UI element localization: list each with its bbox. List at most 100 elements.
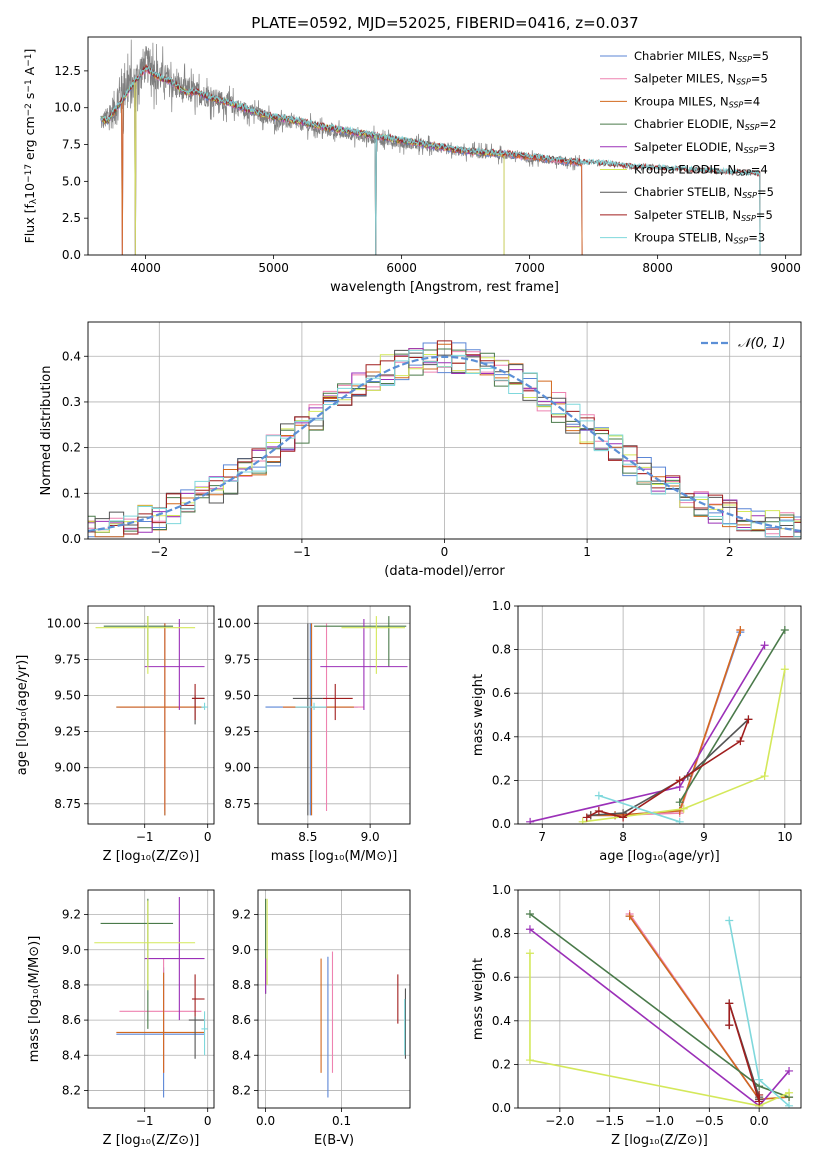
x-tick-label: 7000 (514, 261, 545, 275)
legend-nssp: 4 (753, 94, 760, 108)
axes-weight-vs-z: −2.0 −1.5 −1.0 −0.5 0.0 0.0 0.2 0.4 0.6 0.8 1.0 (492, 883, 801, 1128)
y-tick-label: 0.0 (62, 248, 81, 262)
y-axis-label: mass weight (471, 674, 486, 756)
data-point-marker (619, 813, 628, 822)
weight-line (590, 718, 749, 817)
data-point-marker (525, 949, 534, 958)
y-tick-label: 9.2 (232, 908, 251, 922)
legend-name: Kroupa MILES (634, 94, 713, 108)
x-tick-label: −1 (293, 545, 311, 559)
data-point-marker (675, 806, 684, 815)
y-tick-label: 8.75 (54, 797, 81, 811)
data-point-marker (675, 798, 684, 807)
legend-entry: Kroupa ELODIE, NSSP=4 (634, 163, 768, 178)
data-point-marker (526, 817, 535, 824)
axes-mass-vs-z: −1 0 8.2 8.4 8.6 8.8 9.0 9.2 (62, 890, 214, 1128)
legend-eq: = (743, 94, 753, 108)
x-tick-label: 2 (726, 545, 734, 559)
weight-line (586, 719, 750, 819)
axes-age-vs-z: −1 0 8.75 9.00 9.25 9.50 9.75 10.00 (47, 606, 214, 844)
y-axis-label: age [log₁₀(age/yr)] (15, 655, 30, 776)
y-tick-label: 0.0 (492, 817, 511, 831)
weight-lines (525, 909, 794, 1108)
legend-sub: SSP (736, 169, 751, 178)
x-axis-label: Z [log₁₀(Z/Z⊙)] (103, 849, 200, 864)
legend-nssp: 5 (765, 208, 772, 222)
legend-name: Chabrier MILES (634, 49, 721, 63)
y-axis-label: Flux [fλ10−17 erg cm−2 s−1 A−1] (22, 49, 39, 244)
y-tick-label: 9.2 (62, 908, 81, 922)
legend-nssp: 5 (760, 72, 767, 86)
error-bars (265, 898, 406, 1098)
legend-nssp: 3 (758, 231, 765, 245)
x-tick-label: 9000 (770, 261, 801, 275)
legend-name: Kroupa STELIB (634, 231, 718, 245)
x-tick-label: 8 (619, 830, 627, 844)
y-axis-label-part: −17 (24, 164, 34, 183)
x-axis-label: age [log₁₀(age/yr)] (599, 849, 720, 864)
data-point-marker (755, 1075, 764, 1084)
y-tick-label: 8.4 (62, 1048, 81, 1062)
x-axis-label: mass [log₁₀(M/M⊙)] (271, 849, 398, 864)
x-axis-label: (data-model)/error (384, 564, 505, 579)
y-axis-label-part: λ (29, 198, 39, 204)
y-tick-label: 12.5 (54, 64, 81, 78)
y-tick-label: 9.0 (232, 943, 251, 957)
weight-line (679, 629, 786, 803)
data-point-marker (525, 909, 534, 918)
y-tick-label: 9.00 (224, 761, 251, 775)
x-tick-label: −1.0 (645, 1114, 674, 1128)
legend-sep: , N (720, 163, 736, 177)
y-tick-label: 9.50 (224, 689, 251, 703)
y-tick-label: 0.8 (492, 927, 511, 941)
y-tick-label: 0.2 (492, 773, 511, 787)
legend-eq: = (758, 140, 768, 154)
legend-eq: = (756, 208, 766, 222)
legend-sep: , N (721, 49, 737, 63)
y-axis-label-part: ] (22, 49, 37, 54)
y-axis-label-part: −1 (24, 54, 34, 67)
legend-nssp: 5 (767, 185, 774, 199)
y-axis-label-part: −2 (24, 103, 34, 116)
y-tick-label: 9.25 (54, 725, 81, 739)
axes-frame-mass-vs-z (87, 889, 215, 1109)
legend-nssp: 5 (762, 49, 769, 63)
error-bars (94, 897, 208, 1098)
legend-entry: Chabrier MILES, NSSP=5 (634, 49, 769, 64)
data-point-marker (582, 813, 591, 822)
legend-sub: SSP (736, 78, 751, 87)
histograms (88, 340, 801, 538)
y-tick-label: 0.6 (492, 686, 511, 700)
legend-sub: SSP (729, 100, 744, 109)
y-tick-label: 7.5 (62, 138, 81, 152)
legend-sep: , N (728, 140, 744, 154)
legend-eq: = (751, 163, 761, 177)
weight-line (582, 669, 786, 823)
legend-entry: 𝒩(0, 1) (738, 336, 785, 351)
y-tick-label: 0.4 (62, 349, 81, 363)
y-tick-label: 8.8 (232, 978, 251, 992)
panels: 4000 5000 6000 7000 8000 90000.02.55.07.510.0… (15, 36, 802, 1148)
y-tick-label: 5.0 (62, 174, 81, 188)
x-axis-label: Z [log₁₀(Z/Z⊙)] (611, 1133, 708, 1148)
x-tick-label: −1 (136, 1114, 154, 1128)
y-tick-label: 0.2 (492, 1057, 511, 1071)
x-tick-label: 0.0 (750, 1114, 769, 1128)
legend-sub: SSP (741, 214, 756, 223)
data-point-marker (594, 806, 603, 815)
x-tick-label: 0.1 (332, 1114, 351, 1128)
data-point-marker (755, 1097, 764, 1106)
weight-line (529, 953, 790, 1107)
axes-frame-weight-vs-age (517, 605, 802, 825)
model-line-chabrier-miles (100, 67, 583, 255)
y-axis-label-part: A (22, 66, 37, 79)
legend-nssp: 4 (760, 163, 767, 177)
x-tick-label: −2 (150, 545, 168, 559)
y-tick-label: 9.75 (224, 652, 251, 666)
histogram-kroupa-stelib (88, 349, 801, 538)
legend-sub: SSP (745, 123, 760, 132)
y-axis-label-part: −1 (24, 79, 34, 92)
legend-eq: = (752, 49, 762, 63)
legend-entry: Chabrier STELIB, NSSP=5 (634, 185, 774, 200)
